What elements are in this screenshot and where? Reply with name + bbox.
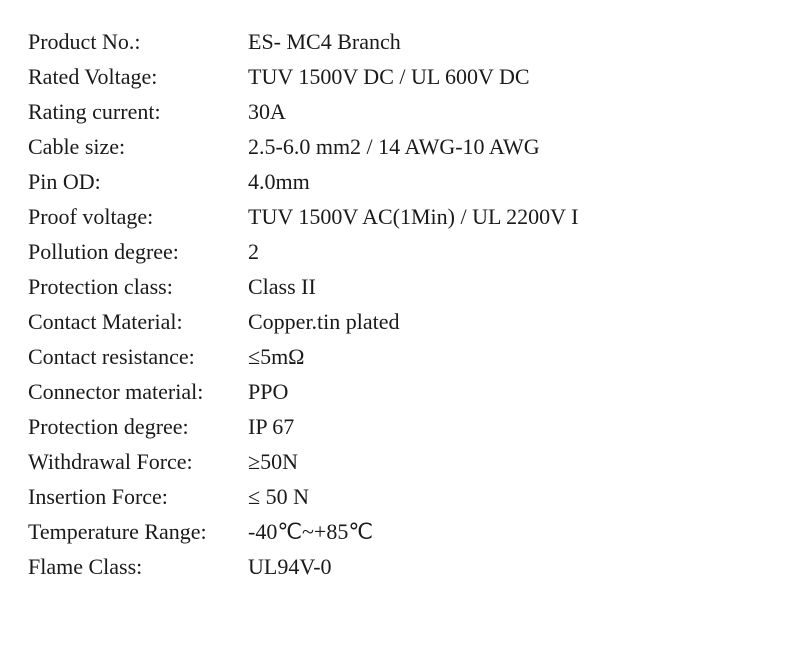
spec-row: Pollution degree: 2 [28,234,772,269]
spec-value: Class II [248,269,772,304]
spec-value: 30A [248,94,772,129]
spec-value: TUV 1500V DC / UL 600V DC [248,59,772,94]
spec-label: Temperature Range: [28,514,248,549]
spec-value: IP 67 [248,409,772,444]
spec-value: TUV 1500V AC(1Min) / UL 2200V I [248,199,772,234]
spec-value: ES- MC4 Branch [248,24,772,59]
spec-label: Cable size: [28,129,248,164]
spec-row: Connector material: PPO [28,374,772,409]
spec-value: 4.0mm [248,164,772,199]
spec-row: Proof voltage: TUV 1500V AC(1Min) / UL 2… [28,199,772,234]
spec-label: Flame Class: [28,549,248,584]
spec-value: ≤ 50 N [248,479,772,514]
spec-row: Contact Material: Copper.tin plated [28,304,772,339]
spec-label: Contact Material: [28,304,248,339]
spec-label: Pin OD: [28,164,248,199]
spec-row: Temperature Range: -40℃~+85℃ [28,514,772,549]
spec-row: Pin OD: 4.0mm [28,164,772,199]
spec-row: Protection degree: IP 67 [28,409,772,444]
spec-label: Protection class: [28,269,248,304]
spec-value: ≥50N [248,444,772,479]
spec-value: ≤5mΩ [248,339,772,374]
spec-label: Insertion Force: [28,479,248,514]
spec-row: Contact resistance: ≤5mΩ [28,339,772,374]
spec-row: Flame Class: UL94V-0 [28,549,772,584]
spec-row: Product No.: ES- MC4 Branch [28,24,772,59]
spec-label: Contact resistance: [28,339,248,374]
spec-label: Protection degree: [28,409,248,444]
spec-label: Pollution degree: [28,234,248,269]
spec-row: Protection class: Class II [28,269,772,304]
spec-value: -40℃~+85℃ [248,514,772,549]
spec-row: Withdrawal Force: ≥50N [28,444,772,479]
spec-value: Copper.tin plated [248,304,772,339]
spec-label: Rating current: [28,94,248,129]
spec-value: 2 [248,234,772,269]
spec-row: Cable size: 2.5-6.0 mm2 / 14 AWG-10 AWG [28,129,772,164]
spec-label: Rated Voltage: [28,59,248,94]
spec-label: Proof voltage: [28,199,248,234]
spec-row: Rating current: 30A [28,94,772,129]
spec-value: 2.5-6.0 mm2 / 14 AWG-10 AWG [248,129,772,164]
spec-label: Withdrawal Force: [28,444,248,479]
spec-table: Product No.: ES- MC4 Branch Rated Voltag… [28,24,772,584]
spec-row: Insertion Force: ≤ 50 N [28,479,772,514]
spec-value: PPO [248,374,772,409]
spec-row: Rated Voltage: TUV 1500V DC / UL 600V DC [28,59,772,94]
spec-value: UL94V-0 [248,549,772,584]
spec-label: Connector material: [28,374,248,409]
spec-label: Product No.: [28,24,248,59]
